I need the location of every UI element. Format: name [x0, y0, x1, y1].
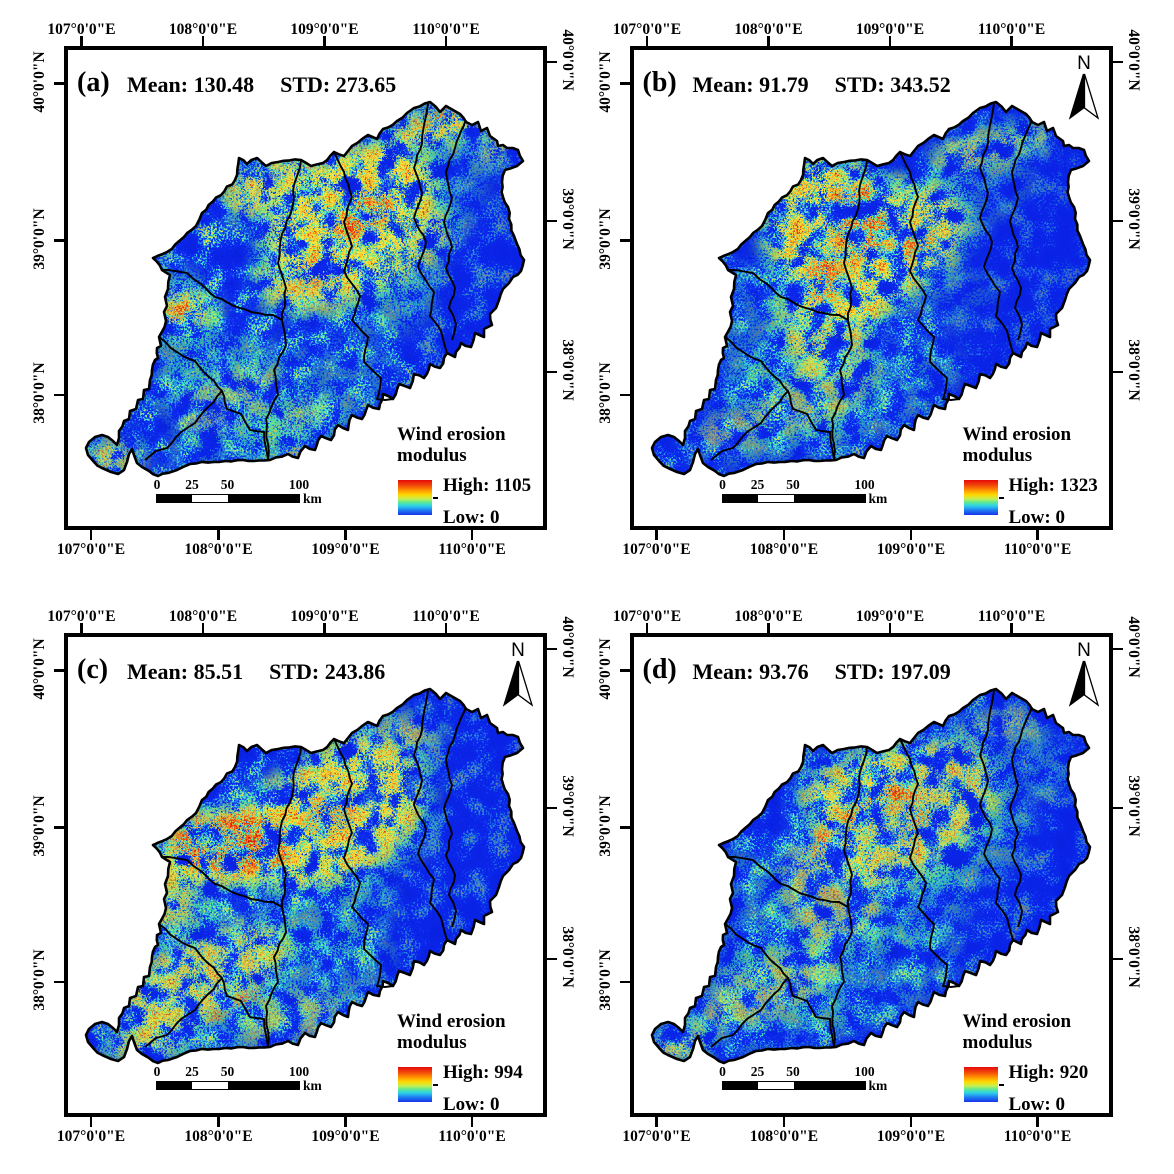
- svg-text:N: N: [1077, 640, 1091, 661]
- svg-text:N: N: [511, 640, 525, 661]
- svg-text:N: N: [1077, 53, 1091, 74]
